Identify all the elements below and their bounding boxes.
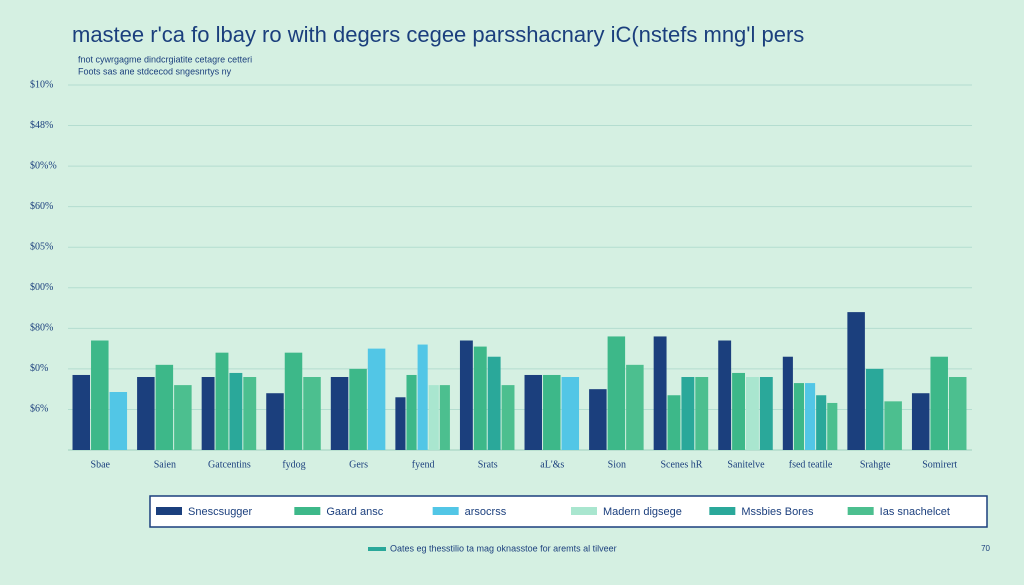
x-tick-label: Sanitelve	[727, 459, 765, 470]
bar	[759, 377, 773, 450]
bar	[667, 395, 681, 450]
x-tick-label: Srahgte	[860, 459, 891, 470]
y-tick-label: $0%%	[30, 160, 57, 171]
y-tick-label: $60%	[30, 201, 53, 212]
legend-swatch	[571, 507, 597, 515]
bar	[911, 393, 930, 450]
bar	[501, 385, 515, 450]
legend-swatch	[432, 507, 459, 515]
subtitle: Foots sas ane stdcecod sngesnrtys ny	[78, 66, 232, 76]
bar	[367, 348, 386, 450]
legend-label: Snescsugger	[188, 506, 253, 518]
y-tick-label: $05%	[30, 242, 53, 253]
bar	[543, 374, 561, 450]
bar	[847, 312, 865, 450]
legend-swatch	[847, 507, 874, 515]
bar	[681, 377, 695, 450]
bar	[718, 340, 732, 450]
bar	[229, 372, 243, 450]
x-tick-label: Gatcentins	[208, 459, 251, 470]
footnote: Oates eg thesstilio ta mag oknasstoe for…	[390, 543, 617, 553]
bar	[428, 385, 439, 450]
bar	[746, 377, 759, 450]
legend-label: Madern digsege	[603, 506, 682, 518]
bar	[243, 377, 257, 450]
y-tick-label: $48%	[30, 120, 53, 131]
bar	[524, 374, 543, 450]
subtitle: fnot cywrgagme dindcrgiatite cetagre cet…	[78, 54, 252, 64]
x-tick-label: fsed teatile	[789, 459, 833, 470]
bar	[417, 344, 428, 450]
bar	[459, 340, 473, 450]
y-tick-label: $80%	[30, 323, 53, 334]
bar	[884, 401, 902, 450]
bar	[607, 336, 626, 450]
bar	[72, 374, 91, 450]
y-tick-label: $00%	[30, 282, 53, 293]
bar	[266, 393, 284, 450]
bar	[695, 377, 709, 450]
bar	[930, 356, 948, 450]
bar	[303, 377, 321, 450]
bar	[330, 377, 349, 450]
legend-swatch	[709, 507, 736, 515]
bar	[948, 377, 967, 450]
bar	[215, 352, 229, 450]
bar	[827, 402, 838, 450]
bar	[349, 368, 367, 450]
legend-swatch	[294, 507, 321, 515]
bar	[91, 340, 109, 450]
page-number: 70	[981, 544, 990, 553]
bar	[201, 377, 215, 450]
x-tick-label: aL'&s	[540, 459, 564, 470]
bar	[732, 372, 745, 450]
x-tick-label: Somirert	[922, 459, 957, 470]
bar	[174, 385, 192, 450]
bar	[805, 383, 816, 450]
bar	[589, 389, 607, 450]
legend-box	[149, 495, 988, 528]
legend-label: arsocrss	[465, 506, 507, 518]
x-tick-label: Sion	[608, 459, 626, 470]
legend-swatch	[156, 507, 182, 515]
bar	[109, 392, 128, 450]
legend-label: Gaard ansc	[326, 506, 383, 518]
bar	[793, 383, 805, 450]
bar	[137, 377, 155, 450]
bar	[865, 368, 884, 450]
legend-label: Mssbies Bores	[741, 506, 814, 518]
bar	[816, 395, 827, 450]
bar	[155, 364, 174, 450]
chart-title: mastee r'ca fo lbay ro with degers cegee…	[72, 22, 804, 47]
bar	[439, 385, 450, 450]
bar	[626, 364, 644, 450]
x-tick-label: Sbae	[91, 459, 111, 470]
bar	[284, 352, 303, 450]
bar	[561, 377, 580, 450]
x-tick-label: Saien	[154, 459, 176, 470]
x-tick-label: Srats	[478, 459, 498, 470]
footnote-icon	[368, 547, 386, 551]
y-tick-label: $10%	[30, 79, 53, 90]
x-tick-label: fyend	[412, 459, 435, 470]
y-tick-label: $6%	[30, 404, 48, 415]
bar	[653, 336, 667, 450]
bar	[782, 356, 793, 450]
bar	[395, 397, 406, 450]
bar	[473, 346, 487, 450]
bar	[406, 374, 417, 450]
y-tick-label: $0%	[30, 363, 48, 374]
x-tick-label: Scenes hR	[660, 459, 702, 470]
x-tick-label: Gers	[349, 459, 368, 470]
x-tick-label: fydog	[282, 459, 305, 470]
bar	[487, 356, 501, 450]
legend-label: Ias snachelcet	[880, 506, 950, 518]
